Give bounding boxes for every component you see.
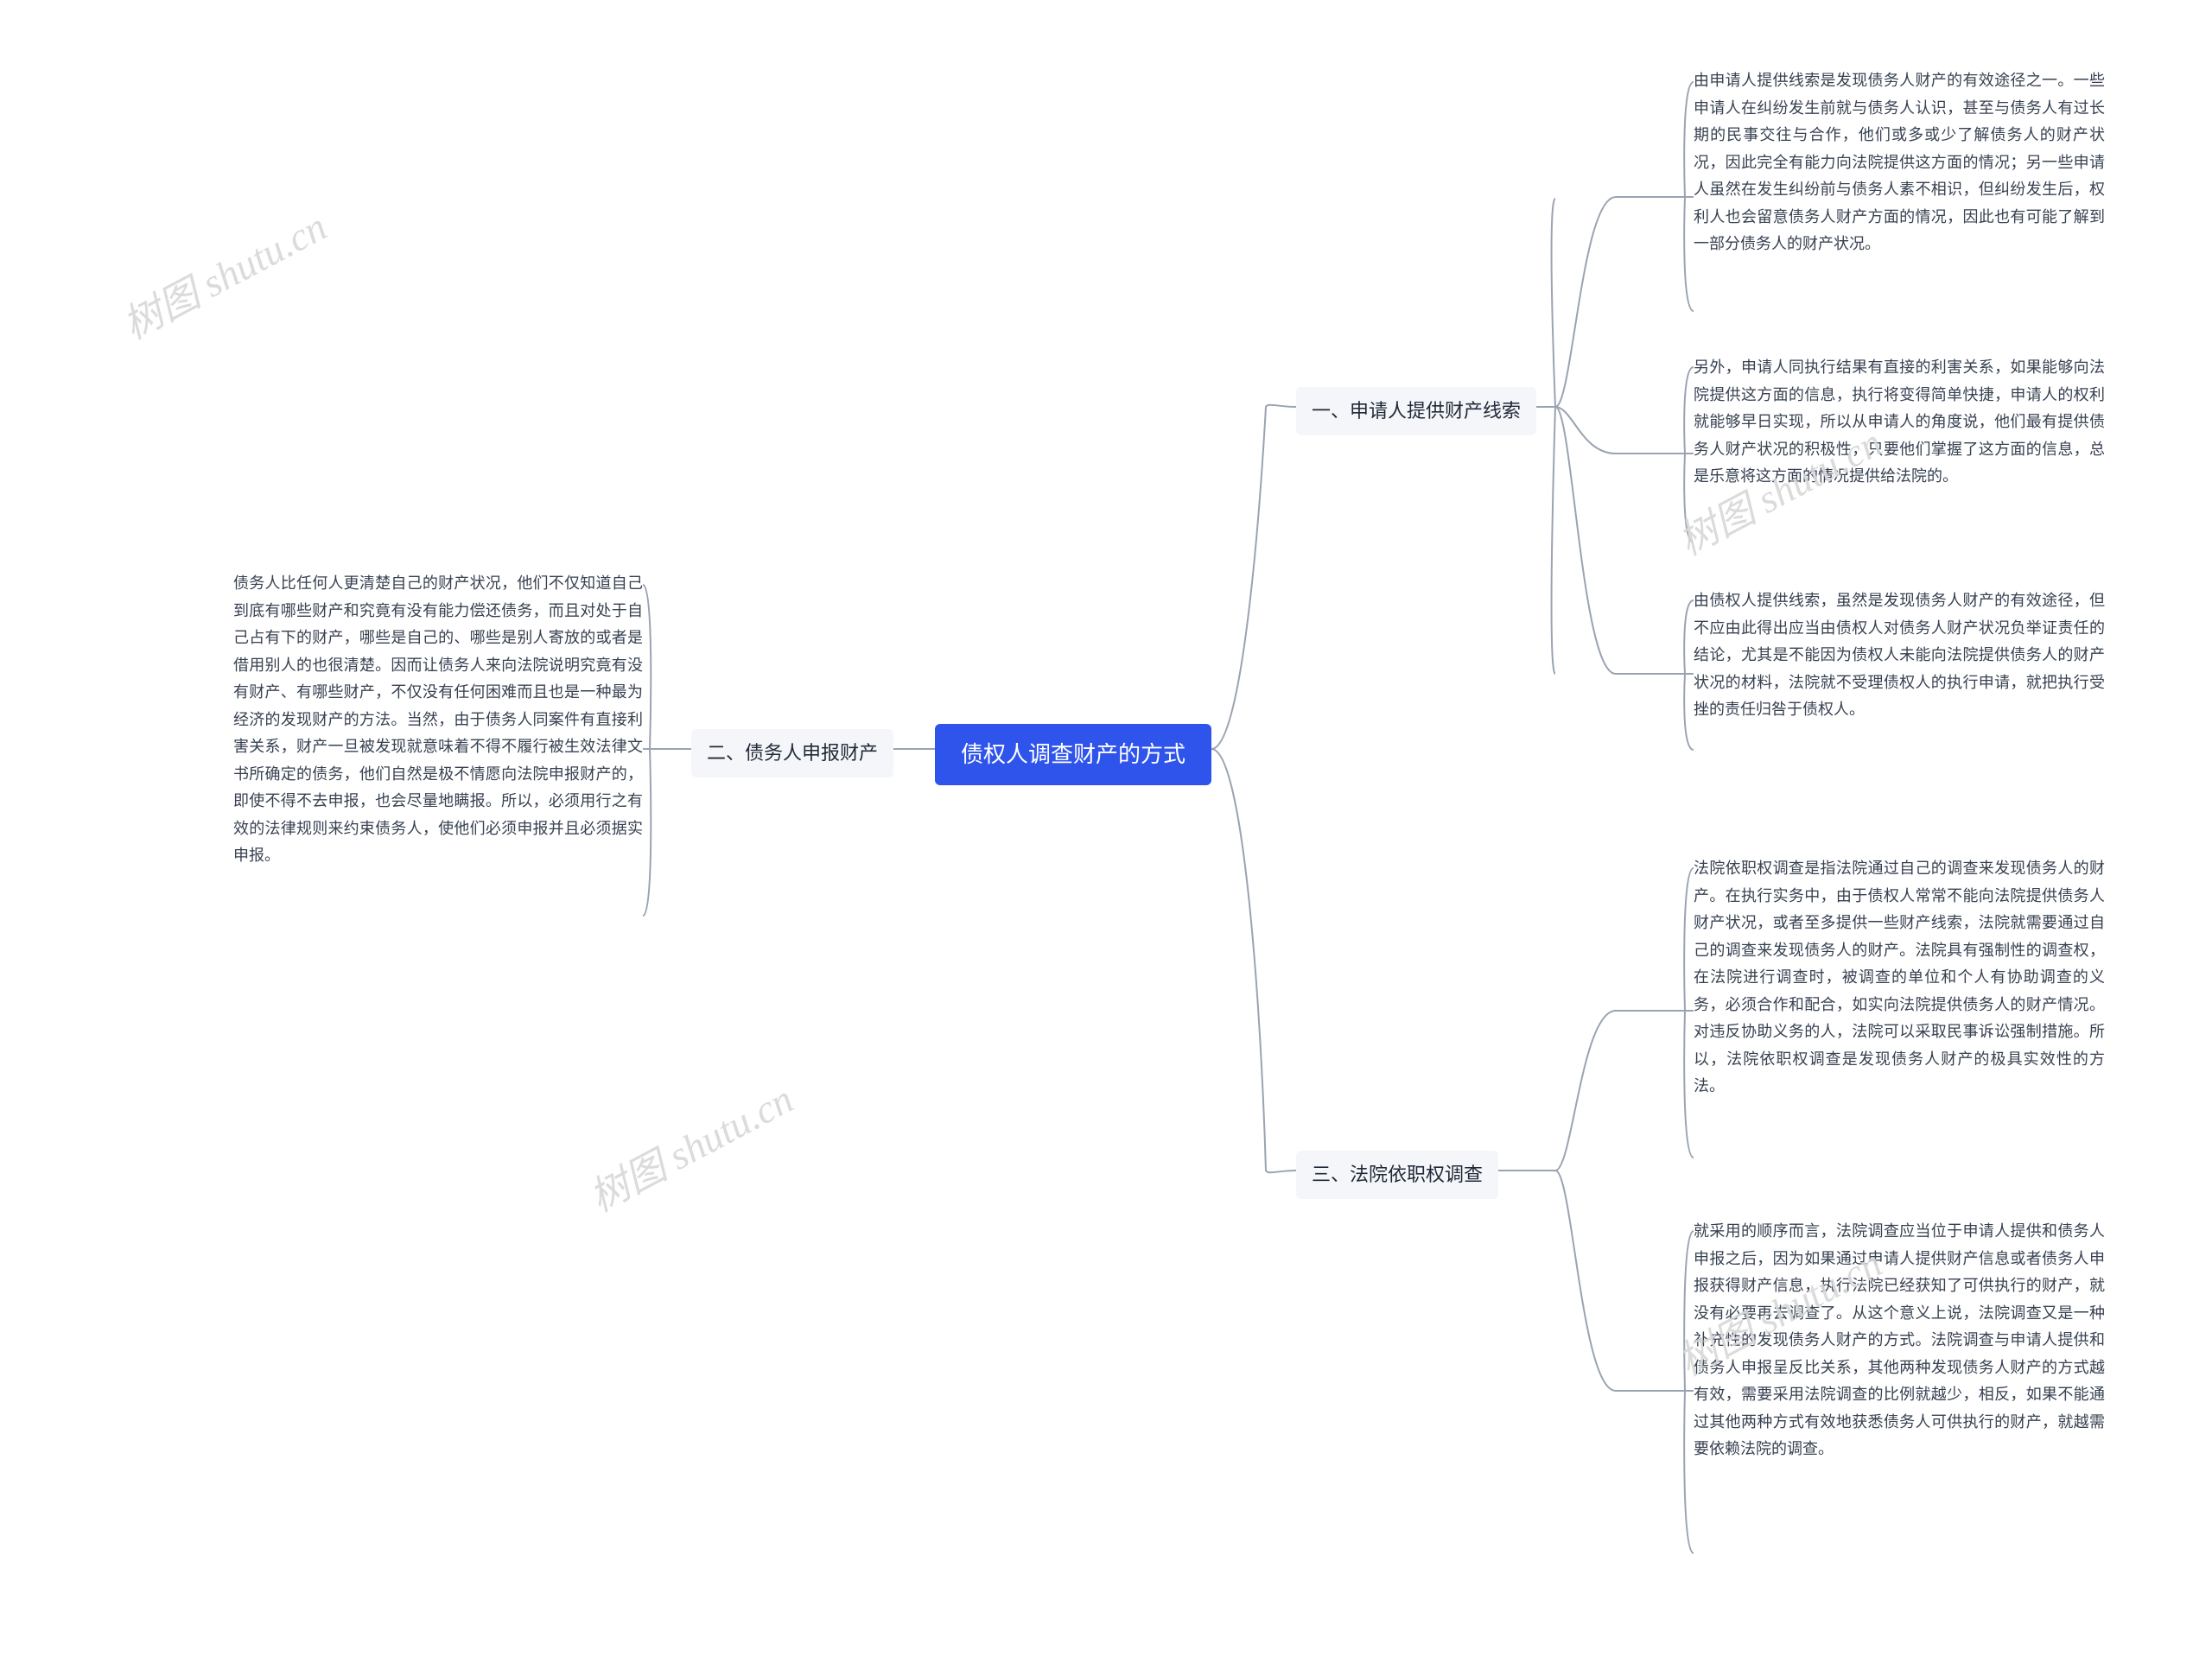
- branch-debtor-report[interactable]: 二、债务人申报财产: [691, 729, 893, 777]
- leaf-court-2: 就采用的顺序而言，法院调查应当位于申请人提供和债务人申报之后，因为如果通过申请人…: [1694, 1218, 2105, 1463]
- leaf-applicant-2: 另外，申请人同执行结果有直接的利害关系，如果能够向法院提供这方面的信息，执行将变…: [1694, 354, 2105, 491]
- watermark: 树图 shutu.cn: [578, 1069, 802, 1223]
- leaf-debtor-report-text: 债务人比任何人更清楚自己的财产状况，他们不仅知道自己到底有哪些财产和究竟有没有能…: [233, 570, 643, 870]
- watermark: 树图 shutu.cn: [111, 196, 335, 351]
- branch-court-investigation[interactable]: 三、法院依职权调查: [1296, 1151, 1498, 1199]
- mindmap-canvas: 债权人调查财产的方式 二、债务人申报财产 债务人比任何人更清楚自己的财产状况，他…: [0, 0, 2212, 1656]
- leaf-court-1: 法院依职权调查是指法院通过自己的调查来发现债务人的财产。在执行实务中，由于债权人…: [1694, 855, 2105, 1101]
- leaf-applicant-3: 由债权人提供线索，虽然是发现债务人财产的有效途径，但不应由此得出应当由债权人对债…: [1694, 587, 2105, 724]
- branch-applicant-clues[interactable]: 一、申请人提供财产线索: [1296, 387, 1536, 435]
- root-node[interactable]: 债权人调查财产的方式: [935, 724, 1211, 785]
- leaf-applicant-1: 由申请人提供线索是发现债务人财产的有效途径之一。一些申请人在纠纷发生前就与债务人…: [1694, 67, 2105, 258]
